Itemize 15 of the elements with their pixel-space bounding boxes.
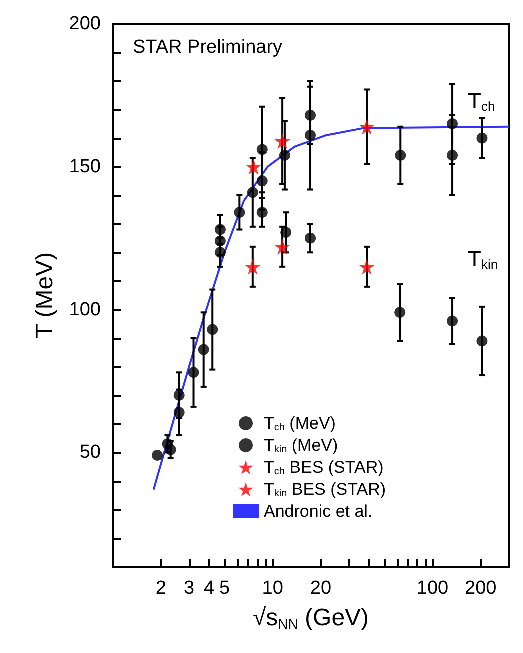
y-tick-label: 50 [80, 442, 101, 464]
y-axis-title: T (MeV) [32, 252, 58, 339]
y-tick-label: 100 [69, 299, 101, 320]
y-tick-label: 200 [69, 14, 101, 34]
x-tick-label: 100 [416, 578, 449, 599]
x-tick-label: 2 [156, 578, 166, 599]
x-tick-label: 4 [204, 578, 215, 599]
y-tick-label: 150 [69, 156, 101, 178]
x-tick-label: 20 [310, 578, 332, 599]
annotation: STAR Preliminary [133, 37, 284, 58]
x-tick-label: 3 [184, 578, 195, 599]
legend-label: Andronic et al. [264, 502, 373, 521]
x-tick-label: 10 [262, 578, 284, 599]
x-tick-label: 5 [219, 578, 230, 599]
x-tick-label: 200 [465, 578, 497, 599]
